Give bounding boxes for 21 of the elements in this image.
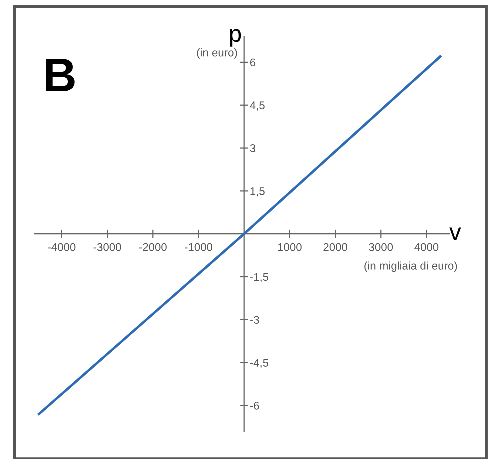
- x-tick-label: 1000: [278, 243, 302, 252]
- y-tick-label: 4,5: [250, 102, 265, 111]
- annotation: (in euro): [197, 48, 238, 59]
- x-tick-label: -1000: [185, 243, 213, 252]
- annotation: (in migliaia di euro): [364, 262, 458, 272]
- x-tick-label: 3000: [369, 243, 394, 252]
- x-tick-label: 4000: [414, 243, 439, 252]
- x-tick-label: -3000: [94, 243, 122, 252]
- y-tick-label: 1,5: [250, 188, 265, 197]
- chart-title: B: [46, 59, 75, 92]
- y-tick-label: -6: [250, 402, 260, 410]
- x-axis-title: v: [450, 228, 462, 240]
- y-tick-label: 6: [250, 58, 256, 67]
- x-tick-label: -2000: [139, 243, 167, 252]
- y-tick-label: 3: [250, 144, 256, 152]
- y-tick-label: -4,5: [250, 359, 269, 368]
- y-axis-title: p: [230, 29, 242, 47]
- y-tick-label: -3: [250, 316, 260, 324]
- x-tick-label: -4000: [48, 243, 76, 252]
- x-tick-label: 2000: [324, 243, 348, 252]
- y-tick-label: -1,5: [250, 273, 269, 282]
